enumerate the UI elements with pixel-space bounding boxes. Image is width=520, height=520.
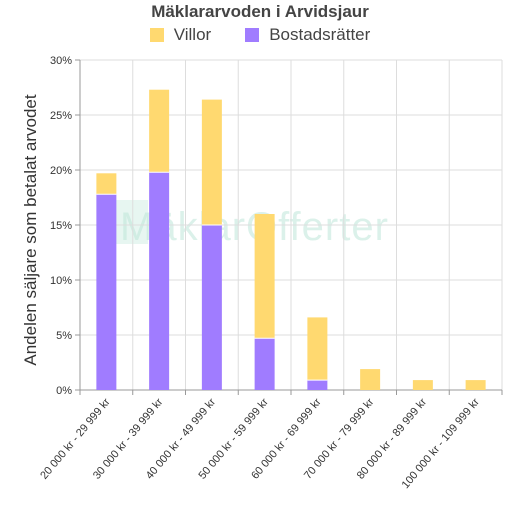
y-tick-label: 15% [50, 220, 72, 232]
bar-villor-1 [149, 89, 170, 173]
y-tick-label: 0% [56, 385, 72, 397]
legend-label-villor: Villor [173, 25, 212, 44]
chart-title: Mäklararvoden i Arvidsjaur [151, 2, 369, 21]
bar-villor-7 [465, 380, 486, 390]
watermark-logo-icon [112, 200, 148, 244]
bar-villor-0 [96, 173, 117, 195]
bar-villor-6 [412, 380, 433, 390]
legend-label-bostadsratter: Bostadsrätter [269, 25, 371, 44]
y-tick-label: 10% [50, 275, 72, 287]
bar-bostadsr-tter-3 [254, 338, 275, 390]
bar-villor-3 [254, 214, 275, 339]
bar-bostadsr-tter-0 [96, 194, 117, 390]
legend-entry-bostadsratter[interactable]: Bostadsrätter [245, 25, 370, 45]
y-tick-label: 5% [56, 330, 72, 342]
legend-swatch-villor [149, 28, 164, 42]
legend: Villor Bostadsrätter [0, 25, 520, 45]
legend-swatch-bostadsratter [245, 28, 260, 42]
y-tick-label: 25% [50, 110, 72, 122]
legend-entry-villor[interactable]: Villor [149, 25, 212, 45]
bar-villor-5 [360, 369, 381, 390]
bar-villor-4 [307, 317, 328, 381]
y-tick-label: 20% [50, 165, 72, 177]
bar-bostadsr-tter-4 [307, 380, 328, 390]
bar-bostadsr-tter-1 [149, 172, 170, 390]
bar-villor-2 [201, 99, 222, 225]
bar-bostadsr-tter-2 [201, 225, 222, 390]
y-tick-label: 30% [50, 55, 72, 67]
